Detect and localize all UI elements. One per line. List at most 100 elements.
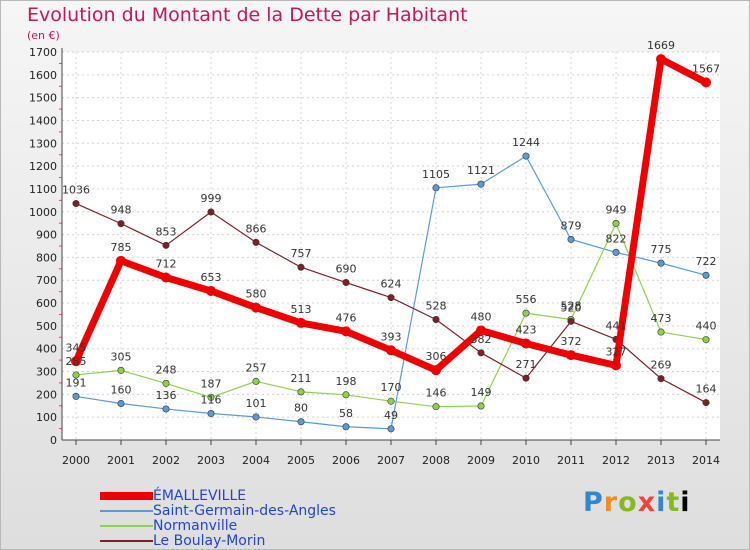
data-point <box>431 365 441 376</box>
legend-swatch <box>100 510 153 512</box>
y-tick-label: 1400 <box>29 114 57 127</box>
data-label: 690 <box>336 263 357 276</box>
data-point <box>251 302 261 313</box>
y-tick-label: 700 <box>36 274 57 287</box>
x-tick-label: 2005 <box>287 454 315 467</box>
legend-swatch <box>100 525 153 527</box>
data-point <box>701 77 711 88</box>
data-label: 1121 <box>467 164 495 177</box>
logo-letter: t <box>666 487 681 518</box>
data-label: 49 <box>384 409 398 422</box>
data-point <box>117 220 125 228</box>
data-label: 248 <box>156 363 177 376</box>
data-point <box>702 399 710 407</box>
data-label: 653 <box>201 271 222 284</box>
data-point <box>117 399 125 407</box>
data-point <box>522 374 530 382</box>
data-point <box>252 413 260 421</box>
legend-swatch <box>100 540 153 542</box>
data-label: 949 <box>606 203 627 216</box>
data-label: 116 <box>201 394 222 407</box>
data-point <box>702 336 710 344</box>
x-tick-label: 2003 <box>197 454 225 467</box>
data-point <box>342 279 350 287</box>
x-tick-label: 2012 <box>602 454 630 467</box>
data-label: 58 <box>339 407 353 420</box>
data-label: 822 <box>606 232 627 245</box>
logo-letter: o <box>618 487 638 518</box>
logo-letter: i <box>680 487 691 518</box>
data-label: 528 <box>426 299 447 312</box>
data-label: 556 <box>516 293 537 306</box>
data-label: 513 <box>291 303 312 316</box>
y-tick-label: 900 <box>36 229 57 242</box>
logo-letter: r <box>603 487 619 518</box>
data-label: 1567 <box>692 62 720 75</box>
x-tick-label: 2010 <box>512 454 540 467</box>
y-tick-label: 400 <box>36 343 57 356</box>
legend-label: Saint-Germain-des-Angles <box>153 503 336 519</box>
data-label: 1036 <box>62 184 90 197</box>
data-point <box>432 184 440 192</box>
data-label: 164 <box>696 383 717 396</box>
data-label: 306 <box>426 350 447 363</box>
data-label: 149 <box>471 386 492 399</box>
y-tick-label: 1700 <box>29 46 57 59</box>
data-point <box>387 425 395 433</box>
data-point <box>387 294 395 302</box>
data-point <box>522 309 530 317</box>
data-point <box>566 350 576 361</box>
data-label: 948 <box>111 204 132 217</box>
data-label: 146 <box>426 387 447 400</box>
data-label: 757 <box>291 247 312 260</box>
data-label: 476 <box>336 311 357 324</box>
data-point <box>432 403 440 411</box>
data-point <box>161 272 171 283</box>
x-tick-label: 2013 <box>647 454 675 467</box>
data-point <box>162 379 170 387</box>
data-label: 271 <box>516 358 537 371</box>
y-tick-label: 1100 <box>29 183 57 196</box>
data-point <box>117 366 125 374</box>
data-label: 423 <box>516 323 537 336</box>
legend-swatch <box>100 492 153 500</box>
data-point <box>387 397 395 405</box>
data-label: 785 <box>111 241 132 254</box>
data-point <box>297 418 305 426</box>
y-tick-label: 600 <box>36 297 57 310</box>
data-point <box>611 360 621 371</box>
data-label: 441 <box>606 319 627 332</box>
x-tick-label: 2004 <box>242 454 270 467</box>
data-label: 866 <box>246 222 267 235</box>
data-point <box>477 349 485 357</box>
data-point <box>162 405 170 413</box>
data-point <box>657 328 665 336</box>
data-point <box>297 388 305 396</box>
data-point <box>207 208 215 216</box>
chart-title: Evolution du Montant de la Dette par Hab… <box>27 4 468 26</box>
x-tick-label: 2007 <box>377 454 405 467</box>
data-label: 393 <box>381 330 402 343</box>
data-point <box>342 423 350 431</box>
x-tick-label: 2009 <box>467 454 495 467</box>
data-point <box>567 235 575 243</box>
data-label: 473 <box>651 312 672 325</box>
data-point <box>567 317 575 325</box>
data-point <box>656 54 666 65</box>
data-point <box>116 255 126 266</box>
data-label: 80 <box>294 402 308 415</box>
x-tick-label: 2001 <box>107 454 135 467</box>
data-point <box>72 200 80 208</box>
data-label: 187 <box>201 377 222 390</box>
plot-area <box>62 52 720 440</box>
data-label: 853 <box>156 225 177 238</box>
data-label: 382 <box>471 333 492 346</box>
data-label: 191 <box>66 376 87 389</box>
data-point <box>252 238 260 246</box>
y-tick-label: 0 <box>50 434 57 447</box>
data-label: 269 <box>651 359 672 372</box>
logo-letter: P <box>583 487 604 518</box>
legend-label: Normanville <box>153 518 238 534</box>
data-label: 198 <box>336 375 357 388</box>
